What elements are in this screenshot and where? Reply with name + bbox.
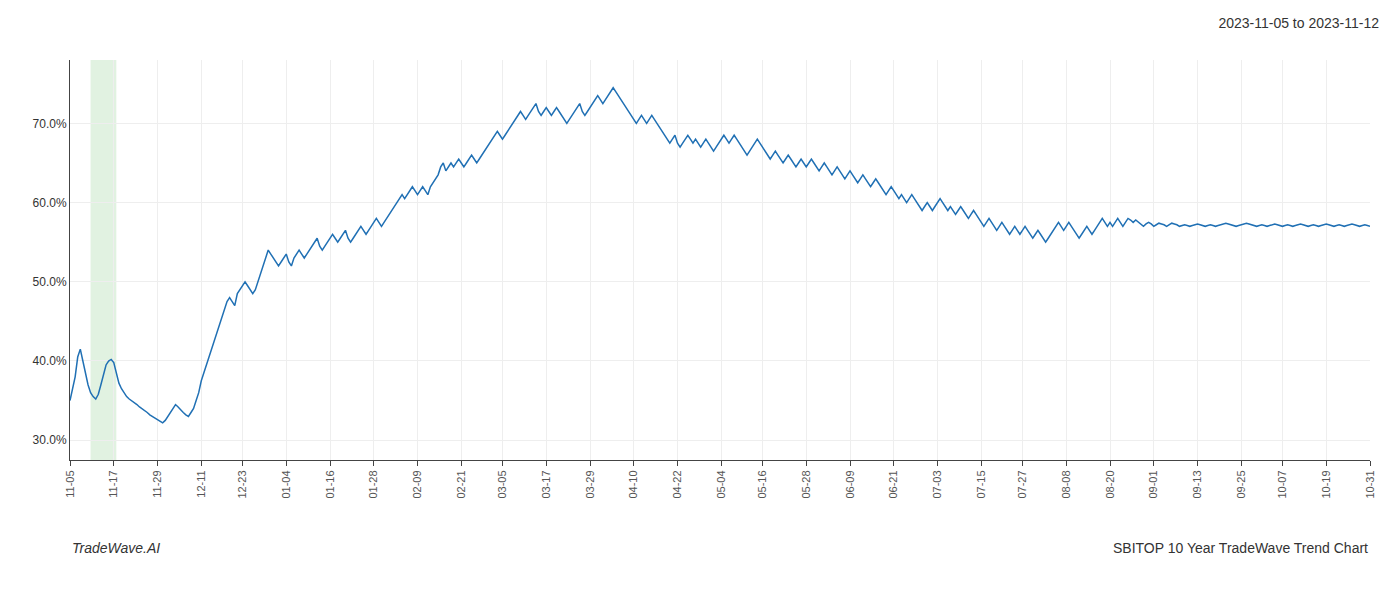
svg-text:09-25: 09-25 [1235, 470, 1247, 498]
svg-text:12-23: 12-23 [236, 470, 248, 498]
svg-text:05-28: 05-28 [800, 470, 812, 498]
svg-text:03-17: 03-17 [540, 470, 552, 498]
svg-text:11-05: 11-05 [64, 470, 76, 497]
svg-text:04-10: 04-10 [627, 470, 639, 498]
svg-text:01-28: 01-28 [367, 470, 379, 498]
svg-text:11-29: 11-29 [151, 470, 163, 497]
svg-text:30.0%: 30.0% [33, 433, 67, 447]
svg-text:SBITOP 10 Year TradeWave Trend: SBITOP 10 Year TradeWave Trend Chart [1113, 540, 1368, 556]
svg-text:07-15: 07-15 [975, 470, 987, 498]
svg-text:09-01: 09-01 [1147, 470, 1159, 498]
svg-text:07-03: 07-03 [931, 470, 943, 498]
svg-text:2023-11-05 to 2023-11-12: 2023-11-05 to 2023-11-12 [1218, 15, 1379, 31]
svg-text:09-13: 09-13 [1191, 470, 1203, 498]
svg-text:03-29: 03-29 [584, 470, 596, 498]
svg-text:02-21: 02-21 [455, 470, 467, 498]
svg-text:07-27: 07-27 [1016, 470, 1028, 498]
svg-text:06-09: 06-09 [844, 470, 856, 498]
svg-text:10-07: 10-07 [1276, 470, 1288, 498]
svg-text:08-08: 08-08 [1060, 470, 1072, 498]
svg-text:03-05: 03-05 [496, 470, 508, 498]
svg-text:01-16: 01-16 [324, 470, 336, 498]
svg-text:01-04: 01-04 [280, 470, 292, 498]
svg-text:02-09: 02-09 [411, 470, 423, 498]
svg-text:12-11: 12-11 [195, 470, 207, 497]
svg-text:06-21: 06-21 [887, 470, 899, 498]
svg-text:70.0%: 70.0% [33, 117, 67, 131]
svg-text:50.0%: 50.0% [33, 275, 67, 289]
svg-text:05-04: 05-04 [715, 470, 727, 498]
svg-text:11-17: 11-17 [107, 470, 119, 497]
svg-text:10-19: 10-19 [1320, 470, 1332, 498]
svg-text:60.0%: 60.0% [33, 196, 67, 210]
svg-text:04-22: 04-22 [671, 470, 683, 498]
svg-text:TradeWave.AI: TradeWave.AI [72, 540, 160, 556]
svg-text:05-16: 05-16 [756, 470, 768, 498]
svg-text:10-31: 10-31 [1364, 470, 1376, 498]
svg-text:08-20: 08-20 [1104, 470, 1116, 498]
svg-text:40.0%: 40.0% [33, 354, 67, 368]
